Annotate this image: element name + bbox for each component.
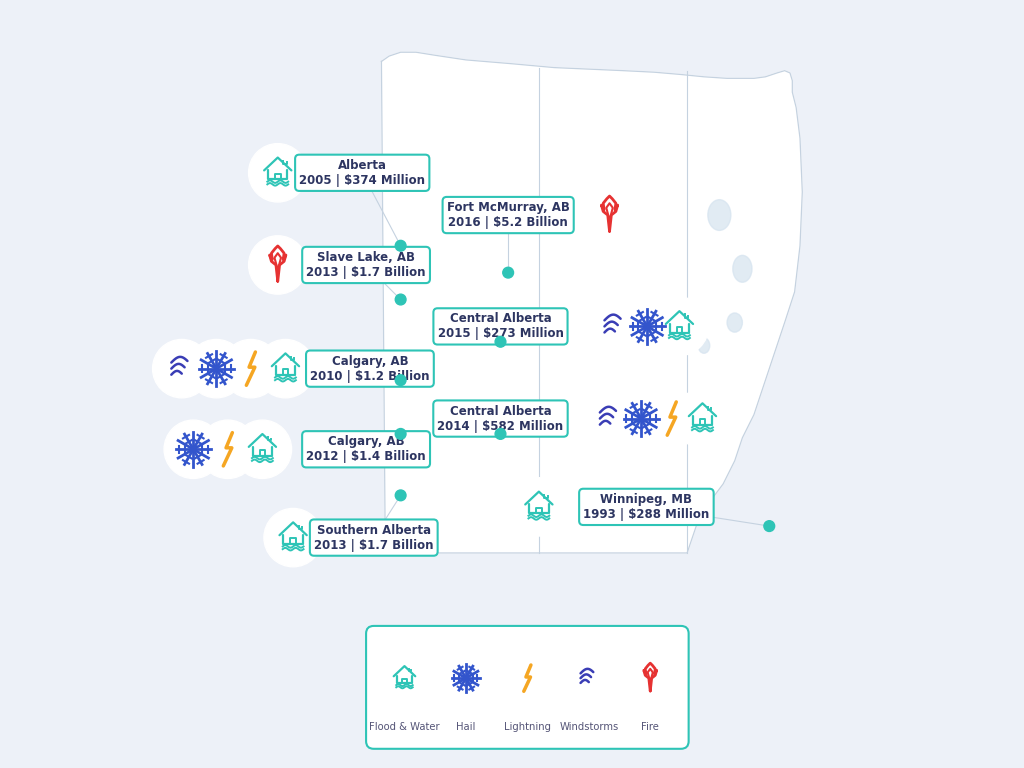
Text: Flood & Water: Flood & Water (370, 722, 439, 732)
FancyBboxPatch shape (367, 626, 688, 749)
Circle shape (256, 339, 314, 398)
Text: Lightning: Lightning (504, 722, 551, 732)
Circle shape (612, 389, 670, 448)
Circle shape (581, 186, 639, 244)
Circle shape (504, 655, 551, 701)
Circle shape (581, 389, 639, 448)
Circle shape (221, 339, 280, 398)
Ellipse shape (698, 338, 710, 353)
Text: Southern Alberta
2013 | $1.7 Billion: Southern Alberta 2013 | $1.7 Billion (314, 524, 433, 551)
Text: Winnipeg, MB
1993 | $288 Million: Winnipeg, MB 1993 | $288 Million (584, 493, 710, 521)
Text: Central Alberta
2015 | $273 Million: Central Alberta 2015 | $273 Million (437, 313, 563, 340)
Circle shape (566, 655, 612, 701)
Circle shape (674, 389, 731, 448)
Text: Slave Lake, AB
2013 | $1.7 Billion: Slave Lake, AB 2013 | $1.7 Billion (306, 251, 426, 279)
Circle shape (443, 655, 489, 701)
Circle shape (381, 655, 428, 701)
Circle shape (586, 297, 644, 356)
Circle shape (264, 508, 323, 567)
Text: Alberta
2005 | $374 Million: Alberta 2005 | $374 Million (299, 159, 425, 187)
Text: Calgary, AB
2010 | $1.2 Billion: Calgary, AB 2010 | $1.2 Billion (310, 355, 430, 382)
Text: Hail: Hail (457, 722, 475, 732)
Ellipse shape (708, 200, 731, 230)
Text: Central Alberta
2014 | $582 Million: Central Alberta 2014 | $582 Million (437, 405, 563, 432)
Circle shape (249, 236, 307, 294)
Circle shape (617, 297, 676, 356)
Circle shape (395, 429, 406, 439)
Circle shape (496, 429, 506, 439)
Text: Calgary, AB
2012 | $1.4 Billion: Calgary, AB 2012 | $1.4 Billion (306, 435, 426, 463)
Circle shape (164, 420, 222, 478)
Circle shape (249, 144, 307, 202)
Circle shape (510, 478, 568, 536)
Circle shape (496, 336, 506, 347)
Circle shape (643, 389, 700, 448)
Circle shape (503, 267, 513, 278)
Circle shape (233, 420, 292, 478)
Circle shape (153, 339, 211, 398)
Circle shape (627, 655, 674, 701)
Text: Fire: Fire (641, 722, 659, 732)
Ellipse shape (727, 313, 742, 333)
Polygon shape (381, 52, 803, 553)
Circle shape (395, 294, 406, 305)
Text: Windstorms: Windstorms (559, 722, 618, 732)
Circle shape (395, 490, 406, 501)
Circle shape (187, 339, 246, 398)
Circle shape (395, 375, 406, 386)
Ellipse shape (733, 255, 752, 282)
Circle shape (764, 521, 774, 531)
Text: Fort McMurray, AB
2016 | $5.2 Billion: Fort McMurray, AB 2016 | $5.2 Billion (446, 201, 569, 229)
Circle shape (199, 420, 257, 478)
Circle shape (395, 240, 406, 251)
Circle shape (650, 297, 709, 356)
